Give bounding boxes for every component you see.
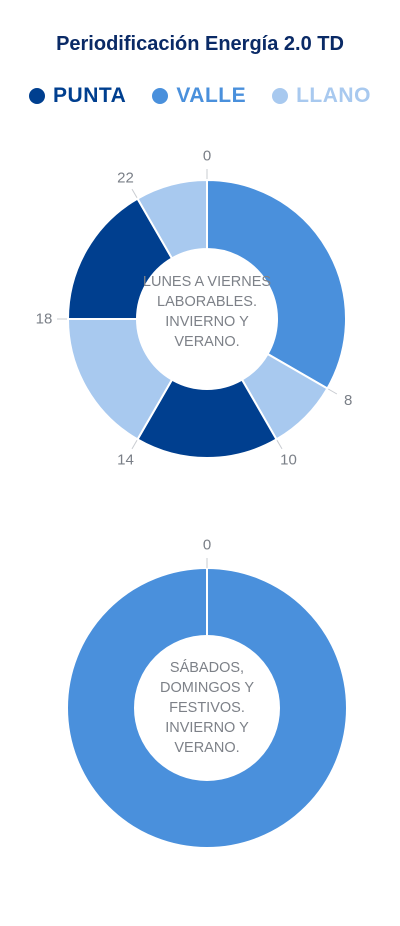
- donut-0-tick-label-8: 8: [344, 392, 352, 409]
- donut-0-tick-label-10: 10: [280, 452, 297, 469]
- legend-label-llano: LLANO: [296, 84, 371, 107]
- legend-item-llano: LLANO: [272, 84, 371, 108]
- donut-0-tick-line-8: [327, 388, 338, 395]
- legend-item-valle: VALLE: [152, 84, 246, 108]
- legend-label-valle: VALLE: [176, 84, 247, 107]
- donut-0-segment-valle-0: [206, 178, 347, 390]
- legend: PUNTA VALLE LLANO: [0, 84, 400, 108]
- donut-0-tick-line-22: [131, 188, 138, 199]
- weekday-donut-chart: 0 8 10 14 18 22: [36, 148, 353, 469]
- weekend-center-label: SÁBADOS, DOMINGOS Y FESTIVOS. INVIERNO Y…: [160, 660, 254, 756]
- donut-1-tick-label-0: 0: [203, 537, 211, 554]
- legend-marker-valle: [152, 88, 169, 104]
- legend-marker-llano: [272, 88, 289, 104]
- donut-0-segment-llano-5: [136, 178, 208, 260]
- legend-label-punta: PUNTA: [53, 84, 127, 107]
- donut-0-tick-label-18: 18: [36, 311, 53, 328]
- weekend-donut-chart: 0: [68, 537, 346, 847]
- donut-0-tick-label-0: 0: [203, 148, 211, 165]
- donut-0-tick-label-14: 14: [117, 452, 134, 469]
- donut-0-tick-label-22: 22: [117, 169, 134, 186]
- chart-title: Periodificación Energía 2.0 TD: [56, 33, 344, 55]
- donut-0-tick-line-10: [276, 439, 283, 450]
- donut-0-tick-line-14: [131, 439, 138, 450]
- weekday-center-label: LUNES A VIERNES LABORABLES. INVIERNO Y V…: [142, 274, 272, 350]
- legend-marker-punta: [29, 88, 46, 104]
- legend-item-punta: PUNTA: [29, 84, 126, 108]
